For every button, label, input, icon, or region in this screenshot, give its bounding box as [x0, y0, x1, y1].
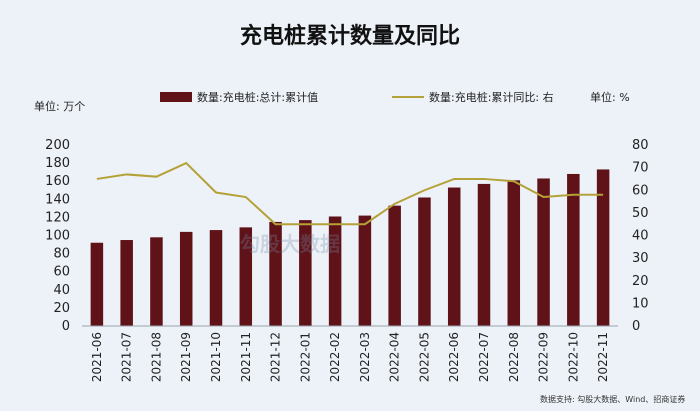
x-tick-label: 2022-05	[417, 332, 431, 382]
legend-line-swatch	[392, 96, 424, 98]
y-left-tick-label: 20	[53, 301, 70, 316]
chart-title: 充电桩累计数量及同比	[239, 24, 460, 49]
bar	[418, 197, 431, 326]
x-tick-label: 2022-07	[477, 332, 491, 382]
bar	[150, 237, 163, 326]
yoy-line	[96, 161, 604, 226]
legend-bar-entry: 数量:充电桩:总计:累计值	[160, 89, 318, 105]
y-left-tick-label: 80	[53, 247, 70, 262]
bar	[328, 216, 342, 326]
y-right-tick-label: 30	[632, 251, 649, 266]
y-left-tick-label: 120	[45, 210, 70, 225]
bar	[596, 169, 610, 326]
y-right-tick-label: 70	[632, 161, 649, 176]
x-tick-label: 2022-04	[388, 332, 402, 382]
x-tick-label: 2021-07	[120, 332, 134, 382]
y-left-tick-label: 160	[45, 174, 70, 189]
y-right-tick-label: 60	[632, 183, 649, 198]
bar	[447, 187, 461, 326]
watermark: 勾股大数据	[240, 232, 340, 256]
x-tick-label: 2021-09	[179, 332, 193, 382]
x-tick-label: 2021-06	[90, 332, 104, 382]
legend-bar-swatch	[160, 92, 192, 102]
x-tick-label: 2022-03	[358, 332, 372, 382]
legend-line-label: 数量:充电桩:累计同比: 右	[429, 91, 554, 104]
bar	[90, 242, 104, 326]
x-tick-label: 2021-08	[149, 332, 163, 382]
y-right-tick-label: 50	[632, 206, 649, 221]
source-note: 数据支持: 勾股大数据、Wind、招商证券	[540, 395, 686, 404]
y-left-tick-label: 200	[45, 138, 70, 153]
bar	[269, 221, 282, 326]
y-right-tick-label: 40	[632, 229, 649, 244]
y-right-tick-label: 10	[632, 296, 649, 311]
x-tick-label: 2022-10	[566, 332, 580, 382]
x-tick-label: 2021-12	[269, 332, 283, 382]
left-axis-unit: 单位: 万个	[34, 100, 86, 113]
legend-line-entry: 数量:充电桩:累计同比: 右	[392, 89, 554, 105]
bar	[567, 173, 580, 326]
y-right-tick-label: 80	[632, 138, 649, 153]
legend-bar-label: 数量:充电桩:总计:累计值	[197, 91, 319, 104]
x-tick-label: 2022-09	[537, 332, 551, 382]
x-tick-label: 2022-06	[447, 332, 461, 382]
bar	[239, 227, 253, 326]
y-left-tick-label: 100	[45, 229, 70, 244]
x-tick-label: 2021-11	[239, 332, 253, 382]
x-tick-label: 2022-08	[507, 332, 521, 382]
x-tick-label: 2021-10	[209, 332, 223, 382]
bar	[537, 178, 550, 326]
y-left-tick-label: 60	[53, 265, 70, 280]
right-axis-unit: 单位: %	[590, 91, 630, 104]
bar	[477, 183, 491, 326]
bar	[358, 215, 372, 326]
bar	[388, 205, 401, 326]
x-tick-label: 2022-02	[328, 332, 342, 382]
y-right-tick-label: 20	[632, 274, 649, 289]
y-right-tick-label: 0	[632, 319, 640, 334]
bar	[120, 240, 133, 326]
y-left-tick-label: 180	[45, 156, 70, 171]
x-tick-label: 2022-01	[298, 332, 312, 382]
bar	[507, 180, 521, 326]
y-left-tick-label: 140	[45, 192, 70, 207]
x-tick-label: 2022-11	[596, 332, 610, 382]
y-left-tick-label: 40	[53, 283, 70, 298]
bar	[299, 220, 312, 326]
y-left-tick-label: 0	[62, 319, 70, 334]
bar	[179, 231, 193, 326]
bar	[209, 230, 223, 326]
